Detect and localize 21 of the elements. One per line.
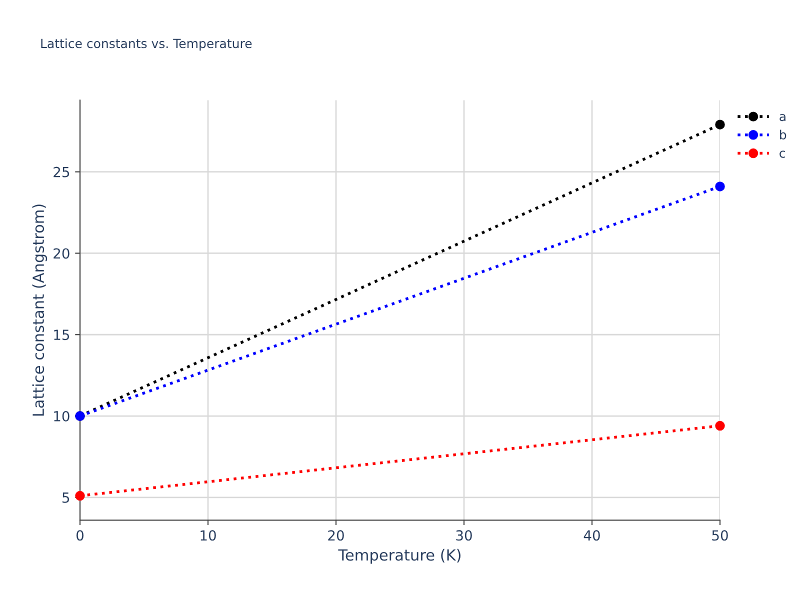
point (75, 490, 85, 501)
chart-title: Lattice constants vs. Temperature (41, 38, 252, 51)
point (715, 420, 725, 431)
x-tick-label: 0 (76, 530, 84, 541)
x-tick-label: 40 (584, 530, 600, 541)
y-tick-label: 25 (54, 166, 70, 178)
legend-label: a (780, 114, 786, 122)
x-axis-title: Temperature (K) (338, 548, 460, 564)
x-tick-label: 50 (712, 530, 728, 541)
y-axis-title: Lattice constant (Angstrom) (32, 204, 48, 416)
point (715, 120, 725, 130)
y-tick-label: 10 (54, 410, 70, 422)
x-tick-label: 20 (328, 530, 344, 541)
y-tick-label: 5 (62, 492, 70, 503)
legend-label: b (780, 130, 786, 140)
legend-label: c (780, 150, 785, 158)
y-tick-label: 15 (54, 330, 70, 340)
point (715, 182, 725, 192)
y-tick-label: 20 (54, 248, 70, 259)
x-tick-label: 10 (200, 530, 216, 541)
x-tick-label: 30 (456, 530, 472, 541)
